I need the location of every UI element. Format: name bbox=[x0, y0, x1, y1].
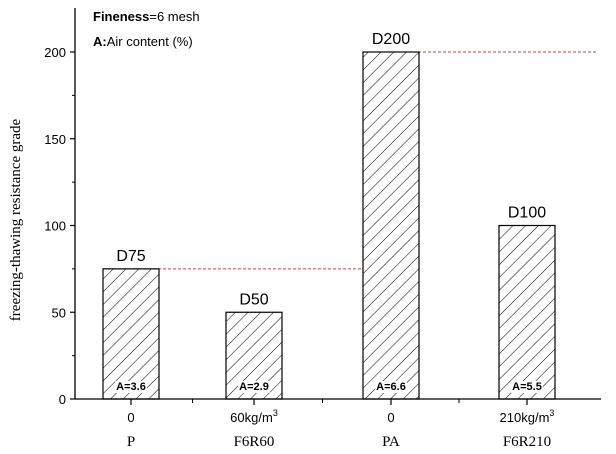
y-tick-label: 100 bbox=[44, 219, 66, 234]
x-tick-label: 210kg/m3 bbox=[500, 408, 555, 425]
bar bbox=[498, 224, 556, 400]
air-content-label-bg bbox=[375, 381, 407, 393]
y-axis-label: freezing-thawing resistance grade bbox=[8, 118, 24, 321]
bar bbox=[362, 51, 420, 400]
bar-label: D100 bbox=[508, 205, 546, 222]
x-group-label: PA bbox=[382, 434, 400, 450]
x-group-label: F6R60 bbox=[234, 434, 275, 450]
bar bbox=[102, 268, 160, 400]
air-content-label-bg bbox=[511, 381, 543, 393]
legend-air-content: A:Air content (%) bbox=[93, 34, 193, 49]
y-tick-label: 200 bbox=[44, 45, 66, 60]
bar-label: D75 bbox=[116, 248, 145, 265]
air-content-label-bg bbox=[238, 381, 270, 393]
x-group-label: P bbox=[127, 434, 135, 450]
air-content-label-bg bbox=[115, 381, 147, 393]
air-content-label: A=6.6 bbox=[376, 381, 406, 393]
bar-label: D200 bbox=[372, 31, 410, 48]
bar-label: D50 bbox=[239, 291, 268, 308]
y-tick-label: 0 bbox=[59, 392, 66, 407]
y-tick-label: 150 bbox=[44, 132, 66, 147]
x-tick-label: 0 bbox=[127, 410, 134, 425]
x-tick-label: 60kg/m3 bbox=[230, 408, 278, 425]
legend-fineness: Fineness=6 mesh bbox=[93, 9, 200, 24]
air-content-label: A=3.6 bbox=[116, 381, 146, 393]
x-tick-label: 0 bbox=[387, 410, 394, 425]
air-content-label: A=5.5 bbox=[512, 381, 542, 393]
x-group-label: F6R210 bbox=[503, 434, 551, 450]
y-tick-label: 50 bbox=[52, 305, 66, 320]
air-content-label: A=2.9 bbox=[239, 381, 269, 393]
